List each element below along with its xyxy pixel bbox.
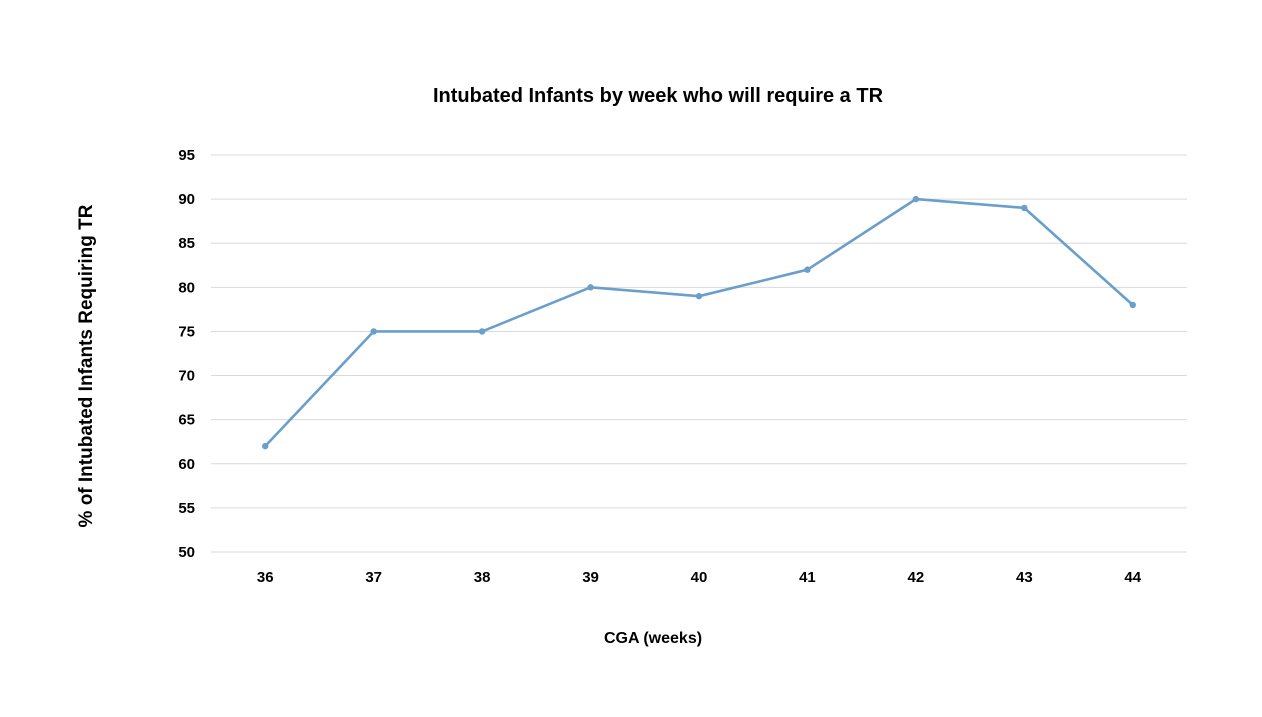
y-tick-label: 65	[178, 412, 195, 429]
y-tick-label: 90	[178, 191, 195, 208]
y-axis-title: % of Intubated Infants Requiring TR	[76, 204, 97, 527]
x-tick-label: 44	[1124, 569, 1141, 586]
data-point	[262, 442, 269, 450]
data-point	[695, 292, 703, 300]
y-tick-label: 80	[178, 279, 195, 296]
data-point	[1129, 301, 1136, 309]
x-axis-ticks: 36 37 38 39 40 41 42 43 44	[257, 569, 1142, 586]
y-tick-label: 50	[178, 544, 195, 561]
x-tick-label: 40	[691, 569, 708, 586]
data-point	[478, 328, 486, 335]
series-group	[262, 195, 1136, 450]
x-tick-label: 38	[474, 569, 491, 586]
y-tick-label: 75	[178, 323, 195, 340]
x-tick-label: 41	[799, 569, 816, 586]
x-tick-label: 37	[365, 569, 382, 586]
x-tick-label: 39	[582, 569, 599, 586]
x-tick-label: 43	[1016, 569, 1033, 586]
y-tick-label: 55	[178, 500, 195, 517]
data-point	[587, 284, 594, 291]
x-tick-label: 42	[908, 569, 925, 586]
x-tick-label: 36	[257, 569, 274, 586]
data-point	[370, 328, 377, 335]
y-axis-ticks: 50 55 60 65 70 75 80 85 90 95	[178, 147, 195, 561]
y-tick-label: 70	[178, 368, 195, 385]
x-axis-title: CGA (weeks)	[604, 630, 702, 647]
chart-title: Intubated Infants by week who will requi…	[433, 85, 884, 107]
y-tick-label: 85	[178, 235, 195, 252]
data-point	[912, 195, 920, 203]
data-point	[1021, 204, 1028, 212]
series-line	[263, 197, 1135, 448]
y-tick-label: 95	[178, 147, 195, 164]
gridlines	[211, 154, 1187, 553]
y-tick-label: 60	[178, 456, 195, 473]
data-point	[804, 266, 811, 273]
